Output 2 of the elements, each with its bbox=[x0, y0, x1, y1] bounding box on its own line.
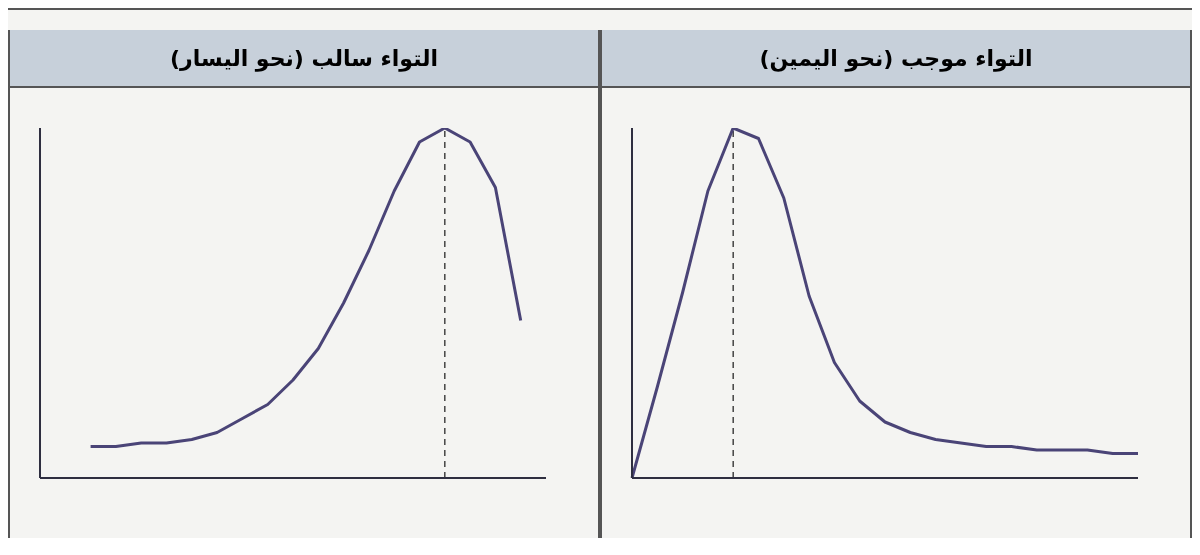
chart-title: التواء موجب (نحو اليمين) bbox=[602, 30, 1190, 88]
chart-title: التواء سالب (نحو اليسار) bbox=[10, 30, 598, 88]
